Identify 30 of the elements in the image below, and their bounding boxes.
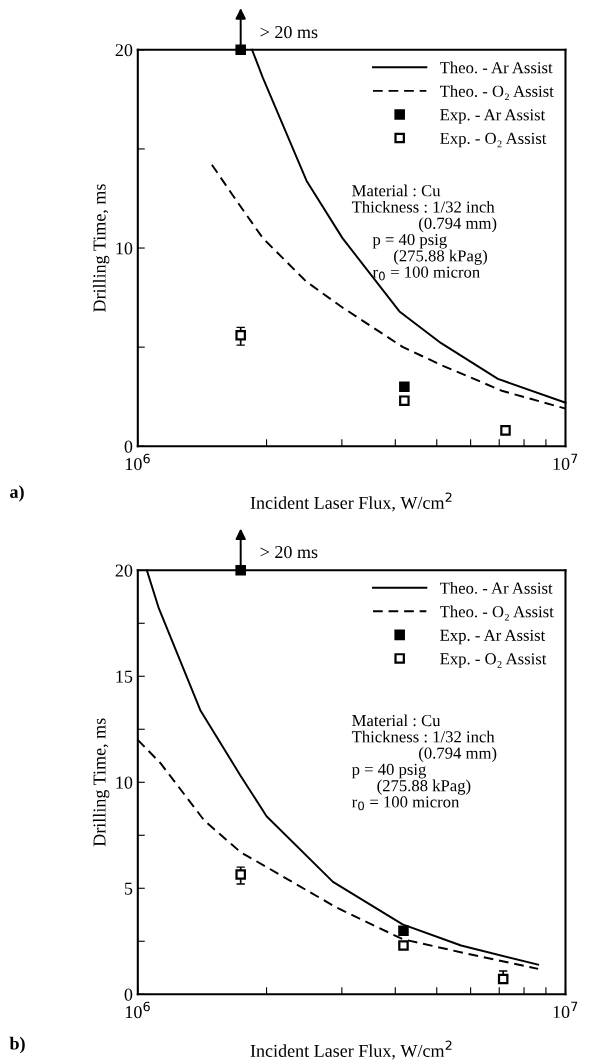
legend-label: Theo. - Ar Assist bbox=[439, 61, 553, 74]
y-axis-title: Drilling Time, ms bbox=[92, 184, 110, 312]
legend-label: Exp. - O₂ Assist bbox=[440, 653, 547, 668]
y-tick-label: 10 bbox=[116, 242, 133, 255]
x-tick-label: 10$^{6}$ bbox=[125, 1001, 150, 1019]
y-tick-label: 20 bbox=[115, 564, 133, 577]
legend-label: Exp. - Ar Assist bbox=[440, 629, 546, 645]
y-tick-label: 5 bbox=[124, 882, 133, 895]
x-axis-title: Incident Laser Flux, W/cm$^{2}$ bbox=[250, 1040, 452, 1060]
legend-label: Theo. - O₂ Assist bbox=[439, 605, 554, 621]
y-tick-label: 0 bbox=[124, 440, 133, 453]
y-axis-title: Drilling Time, ms bbox=[92, 718, 110, 847]
text: Material : Cu Thickness : 1/32 inch (0.794 mm) p = 40 psig (275.88 kPag) r$_{0}$ = 100 micron bbox=[351, 714, 497, 811]
legend-label: Theo. - O₂ Assist bbox=[439, 85, 554, 101]
text: b) bbox=[9, 1036, 25, 1054]
x-tick-label: 10$^{7}$ bbox=[553, 1001, 578, 1019]
y-tick-label: 0 bbox=[124, 988, 133, 1001]
text: > 20 ms bbox=[260, 26, 318, 39]
annotation: Material : Cu Thickness : 1/32 inch (0.794 mm) p = 40 psig (275.88 kPag) r$_{0}$ = 100 micron bbox=[351, 184, 497, 281]
legend-label: Theo. - Ar Assist bbox=[439, 582, 553, 594]
x-tick-label: 10$^{6}$ bbox=[125, 453, 150, 471]
legend-label: Exp. - O₂ Assist bbox=[440, 132, 547, 148]
x-tick-label: 10$^{7}$ bbox=[553, 453, 578, 471]
y-tick-label: 10 bbox=[116, 776, 133, 789]
y-tick-label: 15 bbox=[116, 670, 133, 683]
x-axis-title: Incident Laser Flux, W/cm$^{2}$ bbox=[250, 492, 452, 512]
legend-label: Exp. - Ar Assist bbox=[440, 109, 546, 124]
text: > 20 ms bbox=[260, 545, 318, 559]
text: a) bbox=[10, 485, 24, 502]
y-tick-label: 20 bbox=[115, 44, 133, 57]
